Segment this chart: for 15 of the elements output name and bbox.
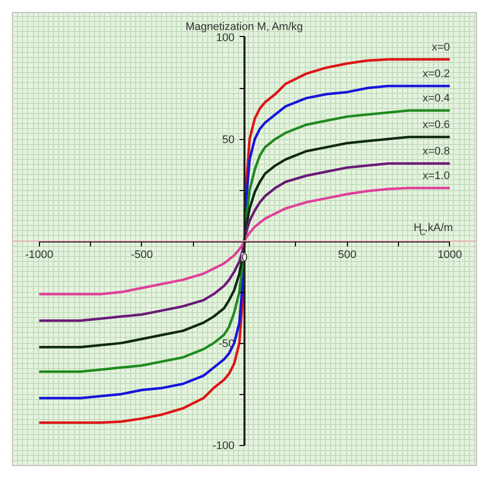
y-tick-label: -100 xyxy=(212,440,235,452)
y-axis-title: Magnetization M, Am/kg xyxy=(186,20,303,33)
x-tick-label: -1000 xyxy=(25,249,54,262)
series-label: x=0 xyxy=(432,41,450,54)
x-tick-label: -500 xyxy=(130,249,153,262)
series-label: x=1.0 xyxy=(422,170,450,182)
series-label: x=0.4 xyxy=(422,92,450,104)
x-tick-label: 1000 xyxy=(438,249,462,262)
x-tick-label: 500 xyxy=(338,249,356,262)
series-label: x=0.8 xyxy=(422,146,450,158)
y-tick-label: 50 xyxy=(222,134,235,146)
y-tick-label: 100 xyxy=(216,32,235,44)
series-label: x=0.6 xyxy=(422,118,450,131)
series-label: x=0.2 xyxy=(422,68,450,80)
x-tick-label: 0 xyxy=(241,252,248,264)
